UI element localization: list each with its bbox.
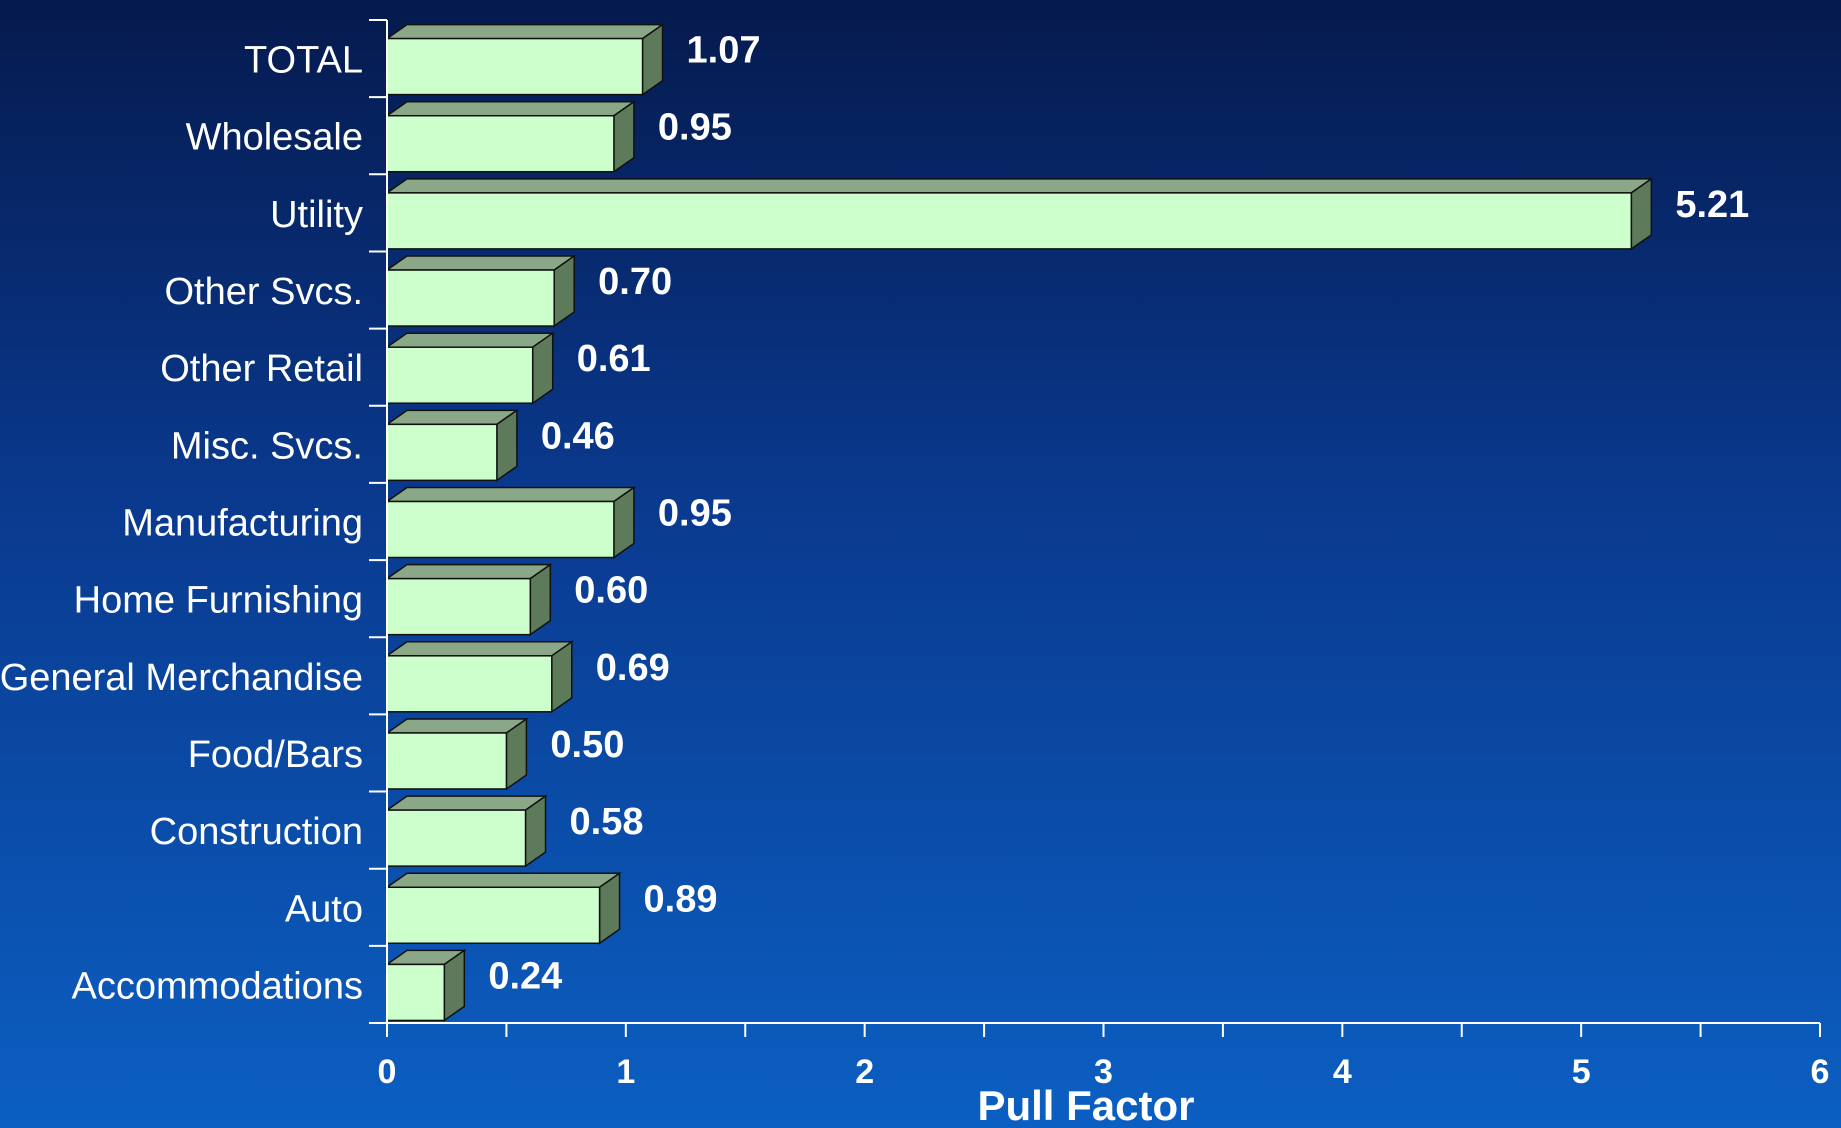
bar-wholesale: [384, 100, 637, 174]
category-label: Food/Bars: [188, 734, 363, 776]
bar-other-retail: [384, 331, 556, 405]
x-tick-label: 3: [1094, 1053, 1113, 1091]
category-label: General Merchandise: [0, 657, 363, 699]
category-label: Misc. Svcs.: [171, 425, 363, 467]
bar-top-face: [384, 872, 622, 889]
bar-auto: [384, 871, 622, 945]
bar-top-face: [384, 100, 637, 117]
category-label: Construction: [150, 811, 363, 853]
bar-home-furnishing: [384, 563, 553, 637]
x-tick-label: 2: [855, 1053, 874, 1091]
bars-layer: [384, 23, 1654, 1022]
category-label: Auto: [285, 888, 363, 930]
category-label: Accommodations: [72, 965, 363, 1007]
bar-top-face: [384, 178, 1654, 194]
value-label: 0.58: [570, 801, 644, 843]
bar-total: [384, 23, 665, 97]
bar-top-face: [384, 332, 556, 348]
value-label: 0.89: [644, 878, 718, 920]
value-label: 5.21: [1675, 184, 1749, 226]
bar-other-svcs: [384, 254, 577, 328]
category-label: Other Retail: [160, 348, 363, 390]
value-label: 0.24: [488, 955, 562, 997]
x-tick-label: 4: [1333, 1053, 1352, 1091]
axes-layer: [369, 19, 1821, 1037]
bar-front-face: [386, 423, 498, 482]
value-label: 1.07: [687, 30, 761, 72]
bar-front-face: [386, 192, 1633, 250]
value-label: 0.60: [574, 570, 648, 612]
bar-top-face: [384, 486, 637, 503]
bar-top-face: [384, 23, 665, 40]
bar-accommodations: [384, 948, 467, 1022]
x-tick-label: 5: [1572, 1053, 1591, 1091]
x-tick-label: 0: [378, 1053, 397, 1091]
bar-construction: [384, 794, 548, 868]
bar-front-face: [386, 37, 644, 96]
bar-food-bars: [384, 717, 529, 791]
bar-front-face: [386, 114, 615, 173]
category-label: Other Svcs.: [165, 271, 364, 313]
bar-top-face: [384, 718, 529, 734]
bar-general-merchandise: [384, 640, 575, 714]
bar-utility: [384, 177, 1654, 251]
bar-top-face: [384, 255, 577, 271]
bar-manufacturing: [384, 486, 637, 559]
category-label: TOTAL: [244, 40, 363, 82]
bar-front-face: [386, 809, 527, 867]
value-label: 0.46: [541, 415, 615, 457]
value-label: 0.95: [658, 493, 732, 535]
bar-top-face: [384, 795, 548, 811]
bar-top-face: [384, 563, 553, 580]
bar-misc-svcs: [384, 408, 520, 482]
bar-front-face: [386, 886, 601, 945]
bar-front-face: [386, 732, 508, 790]
x-tick-label: 6: [1811, 1053, 1830, 1091]
value-label: 0.61: [577, 338, 651, 380]
value-label: 0.95: [658, 107, 732, 149]
category-label: Wholesale: [186, 117, 363, 159]
bar-top-face: [384, 641, 575, 657]
category-label: Home Furnishing: [74, 580, 363, 622]
bar-front-face: [386, 577, 532, 636]
bar-top-face: [384, 409, 520, 426]
category-label: Manufacturing: [122, 503, 363, 545]
value-label: 0.70: [598, 261, 672, 303]
bar-front-face: [386, 963, 446, 1022]
value-label: 0.50: [550, 724, 624, 766]
labels-layer: 0 1 2 3 4 5 6 TOTAL 1.07 Wholesale 0.95 Utility 5.21…: [0, 30, 1829, 1091]
x-tick-label: 1: [616, 1053, 635, 1091]
bar-front-face: [386, 500, 615, 559]
bar-front-face: [386, 269, 555, 327]
bar-front-face: [386, 655, 553, 713]
category-label: Utility: [270, 194, 363, 236]
x-axis-title: Pull Factor: [977, 1082, 1194, 1128]
value-label: 0.69: [596, 647, 670, 689]
bar-front-face: [386, 346, 534, 404]
